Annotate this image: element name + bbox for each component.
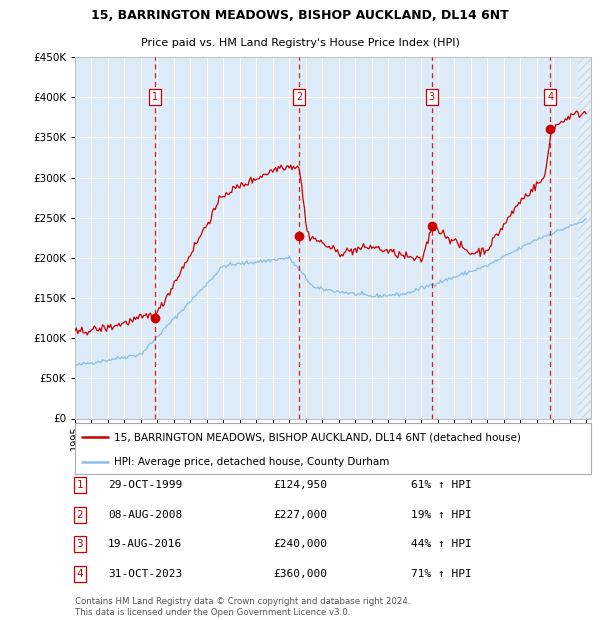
Text: 61% ↑ HPI: 61% ↑ HPI [411, 480, 472, 490]
Text: 29-OCT-1999: 29-OCT-1999 [108, 480, 182, 490]
Text: HPI: Average price, detached house, County Durham: HPI: Average price, detached house, Coun… [114, 456, 389, 467]
Text: 4: 4 [76, 569, 83, 579]
Text: 44% ↑ HPI: 44% ↑ HPI [411, 539, 472, 549]
Text: 19% ↑ HPI: 19% ↑ HPI [411, 510, 472, 520]
Text: Contains HM Land Registry data © Crown copyright and database right 2024.: Contains HM Land Registry data © Crown c… [75, 597, 410, 606]
Text: £240,000: £240,000 [273, 539, 327, 549]
Text: £360,000: £360,000 [273, 569, 327, 579]
Text: 4: 4 [547, 92, 554, 102]
Text: 71% ↑ HPI: 71% ↑ HPI [411, 569, 472, 579]
Text: 2: 2 [296, 92, 302, 102]
Text: 08-AUG-2008: 08-AUG-2008 [108, 510, 182, 520]
Text: 3: 3 [428, 92, 435, 102]
Text: 31-OCT-2023: 31-OCT-2023 [108, 569, 182, 579]
Text: 3: 3 [76, 539, 83, 549]
Text: 15, BARRINGTON MEADOWS, BISHOP AUCKLAND, DL14 6NT (detached house): 15, BARRINGTON MEADOWS, BISHOP AUCKLAND,… [114, 432, 521, 442]
Text: 1: 1 [152, 92, 158, 102]
Text: Price paid vs. HM Land Registry's House Price Index (HPI): Price paid vs. HM Land Registry's House … [140, 38, 460, 48]
Text: 19-AUG-2016: 19-AUG-2016 [108, 539, 182, 549]
Text: £227,000: £227,000 [273, 510, 327, 520]
Text: This data is licensed under the Open Government Licence v3.0.: This data is licensed under the Open Gov… [75, 608, 350, 617]
Text: £124,950: £124,950 [273, 480, 327, 490]
Text: 2: 2 [76, 510, 83, 520]
Text: 1: 1 [76, 480, 83, 490]
Text: 15, BARRINGTON MEADOWS, BISHOP AUCKLAND, DL14 6NT: 15, BARRINGTON MEADOWS, BISHOP AUCKLAND,… [91, 9, 509, 22]
